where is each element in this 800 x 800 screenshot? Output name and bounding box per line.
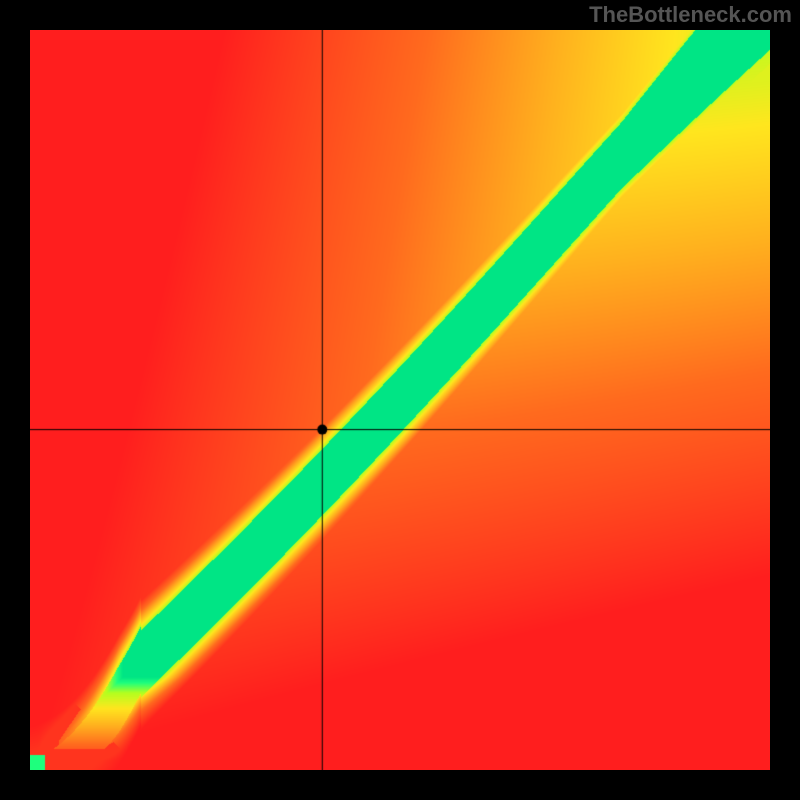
chart-container: TheBottleneck.com [0,0,800,800]
watermark-text: TheBottleneck.com [589,2,792,28]
bottleneck-heatmap [30,30,770,770]
